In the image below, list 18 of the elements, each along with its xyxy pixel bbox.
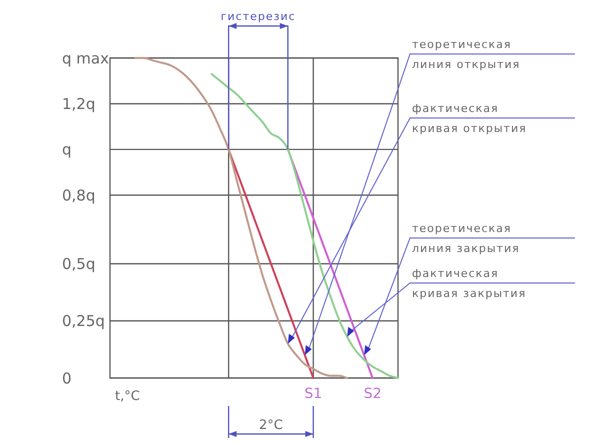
y-tick-label: 0,8q — [62, 186, 96, 204]
text: теоретическая линия открытия — [412, 38, 520, 71]
y-tick-label: q max — [62, 49, 110, 68]
text: фактическая кривая закрытия — [412, 267, 526, 300]
line-series — [134, 57, 348, 379]
text: фактическая кривая открытия — [412, 102, 527, 135]
y-tick-label: 0,25q — [62, 312, 105, 330]
y-tick-label: 0 — [62, 369, 72, 388]
y-tick-label: 0,5q — [62, 254, 96, 273]
text: гистерезис — [220, 10, 296, 23]
text: 2°C — [259, 418, 283, 433]
line-series — [210, 73, 399, 379]
x-tick-label: S2 — [364, 386, 382, 402]
x-axis-title: t,°C — [115, 389, 140, 404]
y-tick-label: q — [62, 140, 72, 159]
x-tick-label: S1 — [304, 386, 322, 402]
line-series — [228, 148, 314, 379]
y-tick-label: 1,2q — [62, 94, 96, 113]
